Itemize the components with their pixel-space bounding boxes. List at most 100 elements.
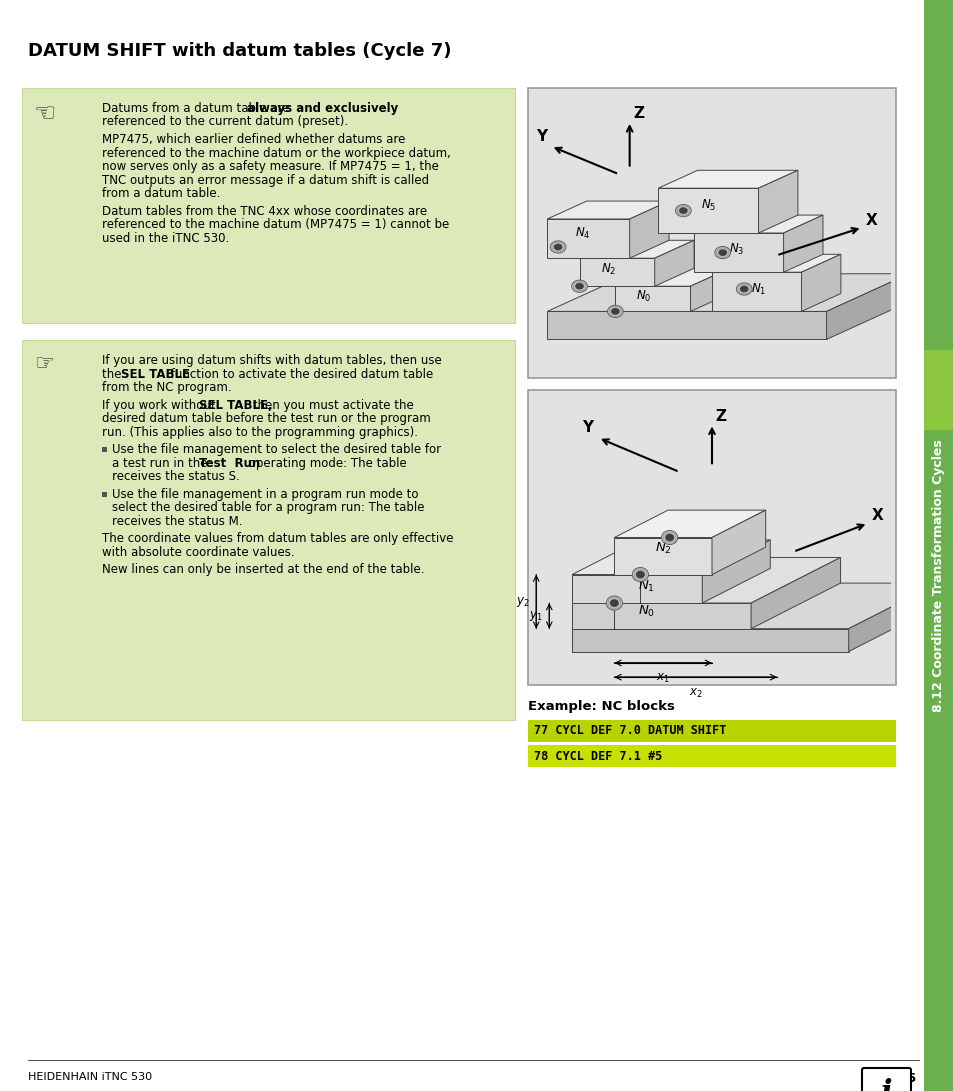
Circle shape — [571, 280, 587, 292]
Polygon shape — [694, 233, 782, 272]
Polygon shape — [782, 215, 822, 272]
Bar — [22, 340, 515, 720]
Text: desired datum table before the test run or the program: desired datum table before the test run … — [102, 412, 431, 425]
Bar — [102, 492, 107, 496]
Text: $x_1$: $x_1$ — [656, 671, 669, 684]
Text: New lines can only be inserted at the end of the table.: New lines can only be inserted at the en… — [102, 563, 424, 576]
Text: Z: Z — [633, 106, 643, 121]
Text: used in the iTNC 530.: used in the iTNC 530. — [102, 231, 229, 244]
Text: Datums from a datum table are: Datums from a datum table are — [102, 101, 294, 115]
Polygon shape — [711, 272, 801, 311]
Text: $x_2$: $x_2$ — [688, 687, 701, 700]
Circle shape — [607, 305, 622, 317]
Text: X: X — [870, 508, 882, 524]
Text: run. (This applies also to the programming graphics).: run. (This applies also to the programmi… — [102, 425, 417, 439]
Text: function to activate the desired datum table: function to activate the desired datum t… — [167, 368, 433, 381]
Polygon shape — [690, 268, 729, 311]
Polygon shape — [758, 170, 797, 233]
Text: HEIDENHAIN iTNC 530: HEIDENHAIN iTNC 530 — [28, 1072, 152, 1082]
Polygon shape — [572, 558, 840, 603]
Text: TNC outputs an error message if a datum shift is called: TNC outputs an error message if a datum … — [102, 173, 429, 187]
Text: Y: Y — [581, 420, 593, 435]
Text: SEL TABLE: SEL TABLE — [121, 368, 191, 381]
Circle shape — [664, 533, 674, 541]
Text: referenced to the machine datum (MP7475 = 1) cannot be: referenced to the machine datum (MP7475 … — [102, 218, 449, 231]
Bar — [527, 720, 895, 742]
Text: $N_5$: $N_5$ — [700, 197, 716, 213]
Text: Z: Z — [715, 409, 725, 423]
Text: If you work without: If you work without — [102, 398, 219, 411]
Circle shape — [550, 241, 565, 253]
Text: Use the file management to select the desired table for: Use the file management to select the de… — [112, 443, 440, 456]
Text: then you must activate the: then you must activate the — [250, 398, 414, 411]
Circle shape — [575, 283, 583, 289]
Text: with absolute coordinate values.: with absolute coordinate values. — [102, 546, 294, 559]
Polygon shape — [825, 274, 908, 339]
Bar — [923, 350, 953, 430]
Bar — [527, 88, 895, 377]
Text: DATUM SHIFT with datum tables (Cycle 7): DATUM SHIFT with datum tables (Cycle 7) — [28, 41, 451, 60]
Text: $N_1$: $N_1$ — [750, 281, 765, 297]
Polygon shape — [658, 189, 758, 233]
Circle shape — [675, 204, 691, 217]
Polygon shape — [578, 240, 694, 259]
Text: now serves only as a safety measure. If MP7475 = 1, the: now serves only as a safety measure. If … — [102, 160, 438, 173]
Circle shape — [660, 530, 678, 544]
Text: referenced to the current datum (preset).: referenced to the current datum (preset)… — [102, 116, 348, 129]
Bar — [102, 447, 107, 452]
Circle shape — [609, 599, 618, 607]
Circle shape — [610, 308, 619, 315]
Text: If you are using datum shifts with datum tables, then use: If you are using datum shifts with datum… — [102, 353, 441, 367]
Circle shape — [740, 286, 748, 292]
Text: select the desired table for a program run: The table: select the desired table for a program r… — [112, 501, 424, 514]
Polygon shape — [572, 583, 937, 628]
Circle shape — [636, 571, 644, 578]
Text: 515: 515 — [889, 1072, 915, 1086]
Polygon shape — [572, 540, 769, 575]
Text: The coordinate values from datum tables are only effective: The coordinate values from datum tables … — [102, 532, 453, 546]
Circle shape — [605, 596, 622, 610]
Polygon shape — [572, 575, 701, 603]
Text: ☜: ☜ — [34, 101, 56, 125]
Polygon shape — [694, 215, 822, 233]
Polygon shape — [750, 558, 840, 628]
Text: Datum tables from the TNC 4xx whose coordinates are: Datum tables from the TNC 4xx whose coor… — [102, 205, 427, 217]
FancyBboxPatch shape — [862, 1068, 910, 1091]
Text: from a datum table.: from a datum table. — [102, 187, 220, 200]
Bar — [923, 0, 953, 1091]
Text: $N_0$: $N_0$ — [638, 604, 655, 620]
Circle shape — [553, 243, 562, 251]
Circle shape — [679, 207, 687, 214]
Text: $N_0$: $N_0$ — [636, 288, 651, 303]
Polygon shape — [711, 254, 840, 272]
Text: $N_3$: $N_3$ — [729, 242, 744, 257]
Polygon shape — [614, 511, 765, 538]
Text: MP7475, which earlier defined whether datums are: MP7475, which earlier defined whether da… — [102, 133, 405, 146]
Polygon shape — [658, 170, 797, 189]
Circle shape — [714, 247, 730, 259]
Polygon shape — [547, 219, 629, 259]
Polygon shape — [547, 311, 825, 339]
Text: referenced to the machine datum or the workpiece datum,: referenced to the machine datum or the w… — [102, 146, 451, 159]
Polygon shape — [629, 201, 668, 259]
Polygon shape — [654, 240, 694, 286]
Text: always and exclusively: always and exclusively — [247, 101, 398, 115]
Text: operating mode: The table: operating mode: The table — [245, 457, 406, 469]
Text: SEL TABLE,: SEL TABLE, — [199, 398, 273, 411]
Circle shape — [718, 249, 726, 256]
Text: 77 CYCL DEF 7.0 DATUM SHIFT: 77 CYCL DEF 7.0 DATUM SHIFT — [534, 724, 725, 738]
Text: $y_1$: $y_1$ — [529, 609, 542, 623]
Text: $N_2$: $N_2$ — [600, 262, 615, 277]
Text: Y: Y — [536, 129, 547, 144]
Polygon shape — [572, 628, 848, 651]
Polygon shape — [547, 201, 668, 219]
Text: ☞: ☞ — [34, 353, 54, 374]
Text: receives the status M.: receives the status M. — [112, 515, 242, 528]
Text: 8.12 Coordinate Transformation Cycles: 8.12 Coordinate Transformation Cycles — [931, 439, 944, 711]
Text: i: i — [880, 1078, 891, 1091]
Text: $N_1$: $N_1$ — [638, 578, 655, 594]
Bar — [22, 88, 515, 323]
Polygon shape — [801, 254, 840, 311]
Circle shape — [632, 567, 648, 582]
Text: $N_2$: $N_2$ — [654, 541, 671, 556]
